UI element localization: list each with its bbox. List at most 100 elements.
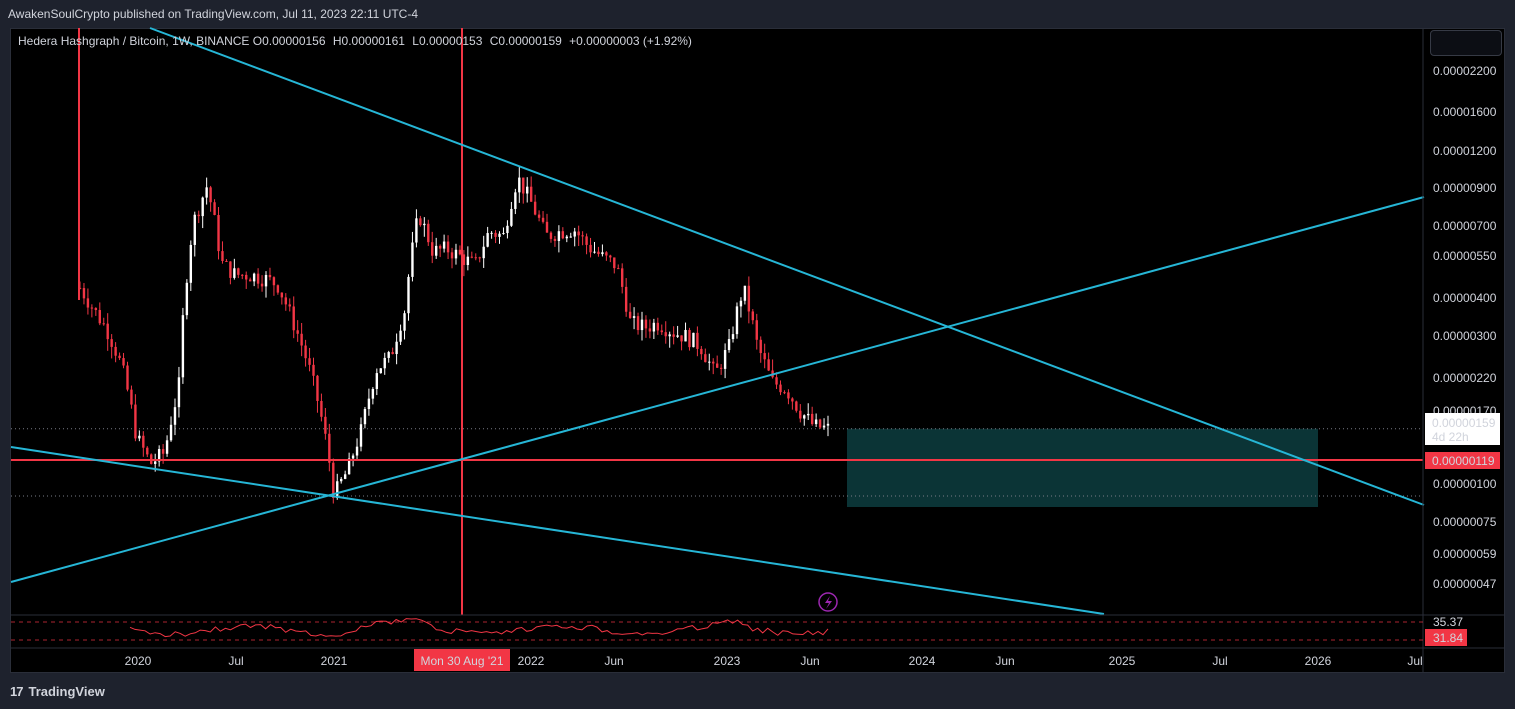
candle-body [82,288,86,299]
current-price-box [1425,413,1500,445]
candle-body [727,339,731,351]
level-price-label: 0.00000119 [1432,454,1495,468]
candle-body [130,389,133,405]
descending-trendline [149,27,1425,506]
candle-body [98,310,101,324]
candle-body [506,225,509,234]
candle-body [541,217,545,222]
candle-body [316,375,319,401]
level-price-box [1425,452,1500,469]
candle-body [668,334,671,337]
candle-body [221,251,224,261]
candle-body [296,330,299,334]
candle-body [237,268,240,275]
candle-body [114,346,117,356]
candle-body [617,268,620,270]
low-label: L [412,34,419,48]
price-tick-label: 0.00000059 [1433,547,1497,561]
candle-body [549,232,553,239]
candle-body [328,433,331,463]
candle-body [332,462,335,499]
open-value: 0.00000156 [262,34,326,48]
chart-frame[interactable] [10,28,1505,673]
candle-body [518,177,521,193]
candle-body [807,413,810,416]
time-tick-label: 2020 [125,654,152,668]
candle-body [391,352,394,355]
price-tick-label: 0.00000075 [1433,515,1497,529]
candle-body [593,251,596,253]
candle-body [209,187,212,203]
high-value: 0.00000161 [341,34,405,48]
price-tick-label: 0.00000700 [1433,219,1497,233]
candle-body [458,249,462,255]
candle-body [810,413,814,425]
candle-body [407,276,410,314]
candle-body [181,315,185,378]
candle-body [522,177,525,194]
candle-body [340,478,343,482]
candle-body [423,223,426,226]
candle-body [553,238,557,242]
scale-toggle-button[interactable] [1430,30,1502,56]
candle-body [719,367,723,369]
candle-body [533,201,537,215]
candle-body [494,232,497,237]
candle-body [438,245,442,249]
candle-body [529,186,533,202]
ascending-trendline [10,196,1425,583]
time-tick-label: Jul [228,654,243,668]
candle-body [415,218,418,243]
candle-body [569,236,572,238]
candle-body [245,274,248,280]
candle-body [676,335,679,337]
candle-body [652,322,656,332]
open-label: O [252,34,263,48]
candle-body [355,446,359,456]
candle-body [648,328,652,332]
candle-body [462,254,466,266]
candle-body [450,252,454,259]
close-label: C [489,34,499,48]
candle-body [700,348,703,355]
candle-body [826,423,830,426]
candle-body [205,187,208,198]
candle-body [324,416,327,434]
candle-body [217,214,220,252]
candle-body [708,361,711,363]
candle-body [759,339,762,354]
candle-body [169,424,173,441]
candle-body [799,410,802,419]
candle-body [446,241,450,253]
candle-body [723,350,727,369]
candle-body [252,273,256,282]
price-tick-label: 0.00000220 [1433,371,1497,385]
candle-body [581,235,584,237]
candle-body [621,268,624,287]
candle-body [561,231,565,239]
candle-body [292,306,295,331]
candle-body [609,255,612,258]
candle-body [696,332,699,349]
candle-body [90,307,94,309]
candle-body [387,352,390,358]
candle-body [470,256,474,258]
candle-body [288,304,291,307]
candle-body [613,257,616,269]
low-value: 0.00000153 [418,34,483,48]
candle-body [767,359,770,371]
close-value: 0.00000159 [498,34,562,48]
candle-body [248,279,252,282]
candle-body [165,440,169,454]
candle-body [822,425,826,428]
candle-body [225,260,228,262]
time-tick-label: 2023 [714,654,741,668]
candle-body [189,244,193,283]
candle-body [142,435,145,448]
candle-body [106,323,109,340]
candle-body [229,261,232,278]
candle-body [343,474,347,479]
candle-body [779,384,782,393]
rsi-current-box [1425,629,1467,646]
